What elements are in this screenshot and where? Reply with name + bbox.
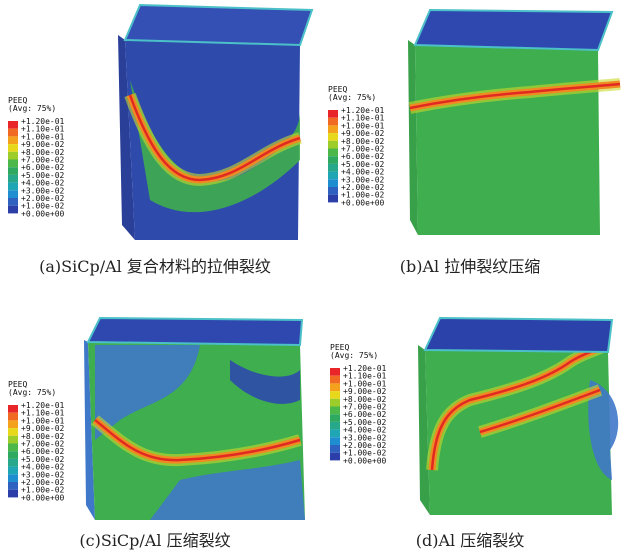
legend-swatch bbox=[328, 133, 338, 141]
legend-swatch bbox=[8, 490, 18, 498]
legend-swatch bbox=[330, 430, 340, 438]
legend-swatch bbox=[330, 414, 340, 422]
legend-swatch bbox=[330, 399, 340, 407]
legend-swatch bbox=[8, 420, 18, 428]
legend-subtitle: (Avg: 75%) bbox=[330, 351, 378, 360]
legend-swatch bbox=[8, 413, 18, 421]
legend-swatch bbox=[330, 391, 340, 399]
cube-front-face bbox=[415, 45, 600, 235]
legend-subtitle: (Avg: 75%) bbox=[8, 388, 56, 397]
caption: (b)Al 拉伸裂纹压缩 bbox=[400, 257, 541, 276]
legend-label: +0.00e+00 bbox=[343, 456, 387, 465]
cube-top-face bbox=[425, 318, 612, 352]
legend-swatch bbox=[330, 407, 340, 415]
legend-swatch bbox=[330, 376, 340, 384]
legend-swatch bbox=[330, 368, 340, 376]
legend-swatch bbox=[328, 187, 338, 195]
legend-swatch bbox=[8, 144, 18, 152]
legend-swatch bbox=[330, 437, 340, 445]
legend-swatch bbox=[330, 453, 340, 461]
legend-swatch bbox=[8, 436, 18, 444]
panel: PEEQ(Avg: 75%)+1.20e-01+1.10e-01+1.00e-0… bbox=[8, 5, 312, 276]
legend-label: +0.00e+00 bbox=[341, 198, 385, 207]
legend-swatch bbox=[8, 183, 18, 191]
legend-swatch bbox=[8, 474, 18, 482]
legend-swatch bbox=[8, 206, 18, 214]
legend-swatch bbox=[8, 444, 18, 452]
legend-swatch bbox=[8, 482, 18, 490]
legend-swatch bbox=[328, 141, 338, 149]
legend-swatch bbox=[328, 125, 338, 133]
legend-swatch bbox=[8, 190, 18, 198]
legend-swatch bbox=[8, 152, 18, 160]
figure: PEEQ(Avg: 75%)+1.20e-01+1.10e-01+1.00e-0… bbox=[0, 0, 630, 556]
legend-swatch bbox=[8, 136, 18, 144]
legend-swatch bbox=[8, 451, 18, 459]
legend-swatch bbox=[328, 149, 338, 157]
legend-swatch bbox=[328, 172, 338, 180]
legend-swatch bbox=[328, 156, 338, 164]
legend-swatch bbox=[328, 179, 338, 187]
legend-swatch bbox=[8, 167, 18, 175]
cube-top-face bbox=[88, 318, 302, 345]
caption: (a)SiCp/Al 复合材料的拉伸裂纹 bbox=[39, 257, 271, 276]
legend-swatch bbox=[8, 459, 18, 467]
cube-top-face bbox=[125, 5, 312, 45]
legend-swatch bbox=[8, 467, 18, 475]
legend-swatch bbox=[328, 195, 338, 203]
legend-swatch bbox=[8, 121, 18, 129]
legend-swatch bbox=[330, 383, 340, 391]
panel: PEEQ(Avg: 75%)+1.20e-01+1.10e-01+1.00e-0… bbox=[8, 318, 305, 550]
legend-swatch bbox=[8, 160, 18, 168]
legend-swatch bbox=[8, 129, 18, 137]
caption: (d)Al 压缩裂纹 bbox=[416, 531, 525, 550]
legend-label: +0.00e+00 bbox=[21, 209, 65, 218]
legend-swatch bbox=[8, 428, 18, 436]
legend-swatch bbox=[330, 445, 340, 453]
cube-top-face bbox=[415, 10, 612, 50]
panel: PEEQ(Avg: 75%)+1.20e-01+1.10e-01+1.00e-0… bbox=[330, 318, 618, 550]
legend-swatch bbox=[330, 422, 340, 430]
legend-swatch bbox=[328, 164, 338, 172]
caption: (c)SiCp/Al 压缩裂纹 bbox=[79, 531, 230, 550]
legend-swatch bbox=[8, 175, 18, 183]
cube-front-face bbox=[425, 350, 612, 515]
legend-swatch bbox=[328, 118, 338, 126]
legend-subtitle: (Avg: 75%) bbox=[328, 93, 376, 102]
legend-swatch bbox=[328, 110, 338, 118]
legend-swatch bbox=[8, 198, 18, 206]
legend-subtitle: (Avg: 75%) bbox=[8, 104, 56, 113]
legend-swatch bbox=[8, 405, 18, 413]
panel: PEEQ(Avg: 75%)+1.20e-01+1.10e-01+1.00e-0… bbox=[328, 10, 620, 276]
legend-label: +0.00e+00 bbox=[21, 493, 65, 502]
